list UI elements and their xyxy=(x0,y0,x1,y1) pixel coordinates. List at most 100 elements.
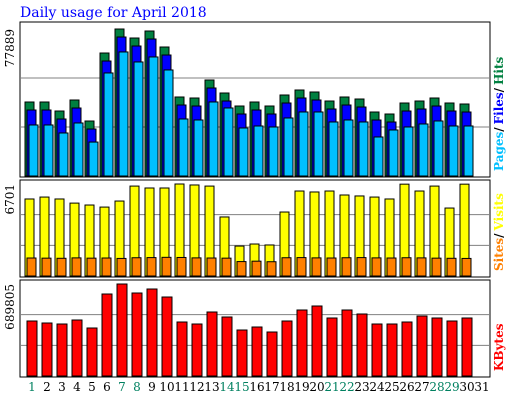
bar xyxy=(388,129,399,177)
bar xyxy=(328,121,339,177)
bar xyxy=(86,257,97,277)
x-tick-label: 24 xyxy=(369,380,385,394)
bar xyxy=(251,260,262,277)
x-tick-label: 20 xyxy=(309,380,324,394)
bar xyxy=(103,72,114,177)
legend-entry: Hits xyxy=(492,56,506,84)
x-tick-label: 3 xyxy=(58,380,66,394)
legend-entry: Pages xyxy=(492,131,506,171)
bar xyxy=(431,257,442,277)
bar xyxy=(371,323,383,377)
bar xyxy=(461,257,472,277)
bar xyxy=(131,257,142,277)
bar xyxy=(238,127,249,177)
bar xyxy=(431,317,443,377)
bar xyxy=(146,257,157,277)
x-tick-label: 9 xyxy=(148,380,156,394)
bar xyxy=(28,124,39,177)
bar xyxy=(56,257,67,277)
bar xyxy=(176,321,188,377)
bar xyxy=(356,257,367,277)
chart-title: Daily usage for April 2018 xyxy=(20,5,207,21)
bar xyxy=(118,51,129,177)
x-tick-label: 8 xyxy=(133,380,141,394)
bar xyxy=(163,69,174,177)
x-tick-label: 29 xyxy=(444,380,459,394)
bar xyxy=(236,329,248,377)
bar xyxy=(341,309,353,377)
legend-separator: / xyxy=(492,87,506,92)
bar xyxy=(191,257,202,277)
legend: Pages/Files/Hits xyxy=(492,56,506,171)
bar xyxy=(178,118,189,177)
bar xyxy=(313,111,324,177)
x-tick-label: 1 xyxy=(28,380,36,394)
bar xyxy=(326,257,337,277)
x-tick-label: 19 xyxy=(294,380,309,394)
bar xyxy=(148,56,159,177)
x-tick-label: 12 xyxy=(189,380,204,394)
legend-entry: Visits xyxy=(492,193,506,232)
bar xyxy=(191,323,203,377)
bar xyxy=(193,119,204,177)
bar xyxy=(101,293,113,377)
bar xyxy=(418,123,429,177)
x-tick-label: 26 xyxy=(399,380,414,394)
bar xyxy=(236,261,247,277)
x-tick-label: 14 xyxy=(219,380,235,394)
bar xyxy=(386,257,397,277)
bar xyxy=(416,315,428,377)
bar xyxy=(161,296,173,377)
bar xyxy=(266,331,278,377)
bar xyxy=(221,257,232,277)
y-tick-label: 6701 xyxy=(3,184,17,215)
bar xyxy=(86,327,98,377)
bar xyxy=(221,316,233,377)
x-tick-label: 5 xyxy=(88,380,96,394)
bar xyxy=(416,257,427,277)
bar xyxy=(461,317,473,377)
legend-separator: / xyxy=(492,233,506,238)
y-tick-label: 77889 xyxy=(3,29,17,67)
x-tick-label: 6 xyxy=(103,380,111,394)
bar xyxy=(56,323,68,377)
bar xyxy=(281,320,293,377)
x-tick-label: 4 xyxy=(73,380,81,394)
x-tick-label: 27 xyxy=(414,380,429,394)
bar xyxy=(131,292,143,377)
bar xyxy=(268,126,279,177)
legend-entry: Files xyxy=(492,92,506,124)
bar xyxy=(373,136,384,177)
x-tick-label: 18 xyxy=(279,380,294,394)
bar xyxy=(253,125,264,177)
bar xyxy=(116,257,127,277)
bar xyxy=(206,257,217,277)
x-tick-label: 22 xyxy=(339,380,354,394)
bar xyxy=(433,120,444,177)
bar xyxy=(463,125,474,177)
bar xyxy=(133,61,144,177)
bar xyxy=(341,257,352,277)
bar xyxy=(401,257,412,277)
bar xyxy=(266,261,277,277)
bar xyxy=(41,322,53,377)
bar xyxy=(251,326,263,377)
bar xyxy=(101,257,112,277)
bar xyxy=(311,305,323,377)
x-tick-label: 11 xyxy=(174,380,189,394)
bar xyxy=(446,320,458,377)
x-tick-label: 30 xyxy=(459,380,474,394)
bar xyxy=(283,117,294,177)
bar xyxy=(296,257,307,277)
bar xyxy=(71,319,83,377)
bar xyxy=(26,257,37,277)
bar xyxy=(116,283,128,377)
bar xyxy=(446,257,457,277)
legend-entry: KBytes xyxy=(492,323,506,371)
bar xyxy=(386,323,398,377)
x-tick-label: 7 xyxy=(118,380,126,394)
x-tick-label: 15 xyxy=(234,380,249,394)
bar xyxy=(73,122,84,177)
bar xyxy=(71,257,82,277)
